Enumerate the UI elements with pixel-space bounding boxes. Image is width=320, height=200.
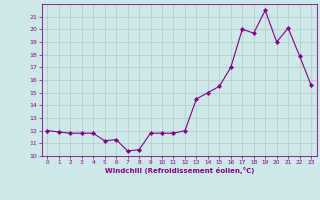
X-axis label: Windchill (Refroidissement éolien,°C): Windchill (Refroidissement éolien,°C) (105, 167, 254, 174)
